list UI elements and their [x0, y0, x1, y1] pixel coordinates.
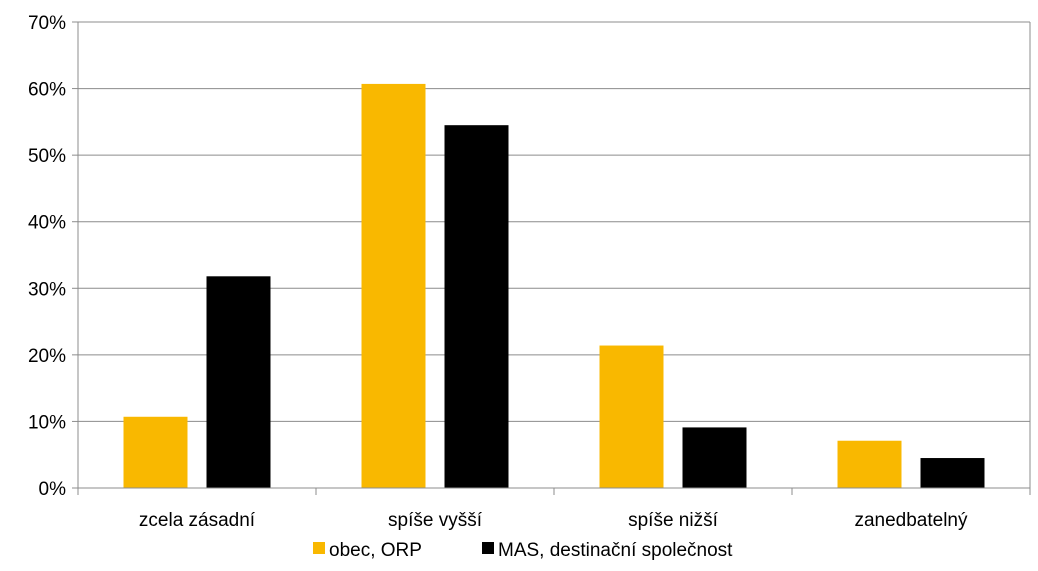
bar-obec-orp-0	[123, 416, 188, 488]
x-axis: zcela zásadní spíše vyšší spíše nižší zaned…	[77, 487, 1031, 531]
x-tick-label: zanedbatelný	[854, 510, 968, 531]
y-tick-label: 60%	[28, 80, 66, 101]
bars	[123, 83, 985, 488]
legend-swatch	[482, 542, 494, 554]
y-axis: 0% 10% 20% 30% 40% 50% 60% 70%	[28, 13, 79, 500]
y-tick-label: 20%	[28, 346, 66, 367]
bar-mas-1	[444, 125, 509, 488]
y-tick-label: 30%	[28, 279, 66, 300]
bar-mas-3	[920, 458, 985, 488]
x-tick-label: spíše vyšší	[388, 510, 483, 531]
y-tick-label: 10%	[28, 412, 66, 433]
legend-label: obec, ORP	[329, 540, 422, 561]
y-tick-label: 40%	[28, 213, 66, 234]
bar-obec-orp-3	[837, 440, 902, 488]
x-tick-label: zcela zásadní	[139, 510, 256, 531]
bar-mas-2	[682, 427, 747, 488]
y-tick-label: 70%	[28, 13, 66, 34]
legend: obec, ORP MAS, destinační společnost	[313, 540, 733, 561]
bar-mas-0	[206, 276, 271, 488]
legend-swatch	[313, 542, 325, 554]
bar-obec-orp-1	[361, 83, 426, 488]
x-tick-label: spíše nižší	[628, 510, 718, 531]
legend-label: MAS, destinační společnost	[498, 540, 733, 561]
y-tick-label: 50%	[28, 146, 66, 167]
bar-obec-orp-2	[599, 345, 664, 488]
y-tick-label: 0%	[39, 479, 67, 500]
